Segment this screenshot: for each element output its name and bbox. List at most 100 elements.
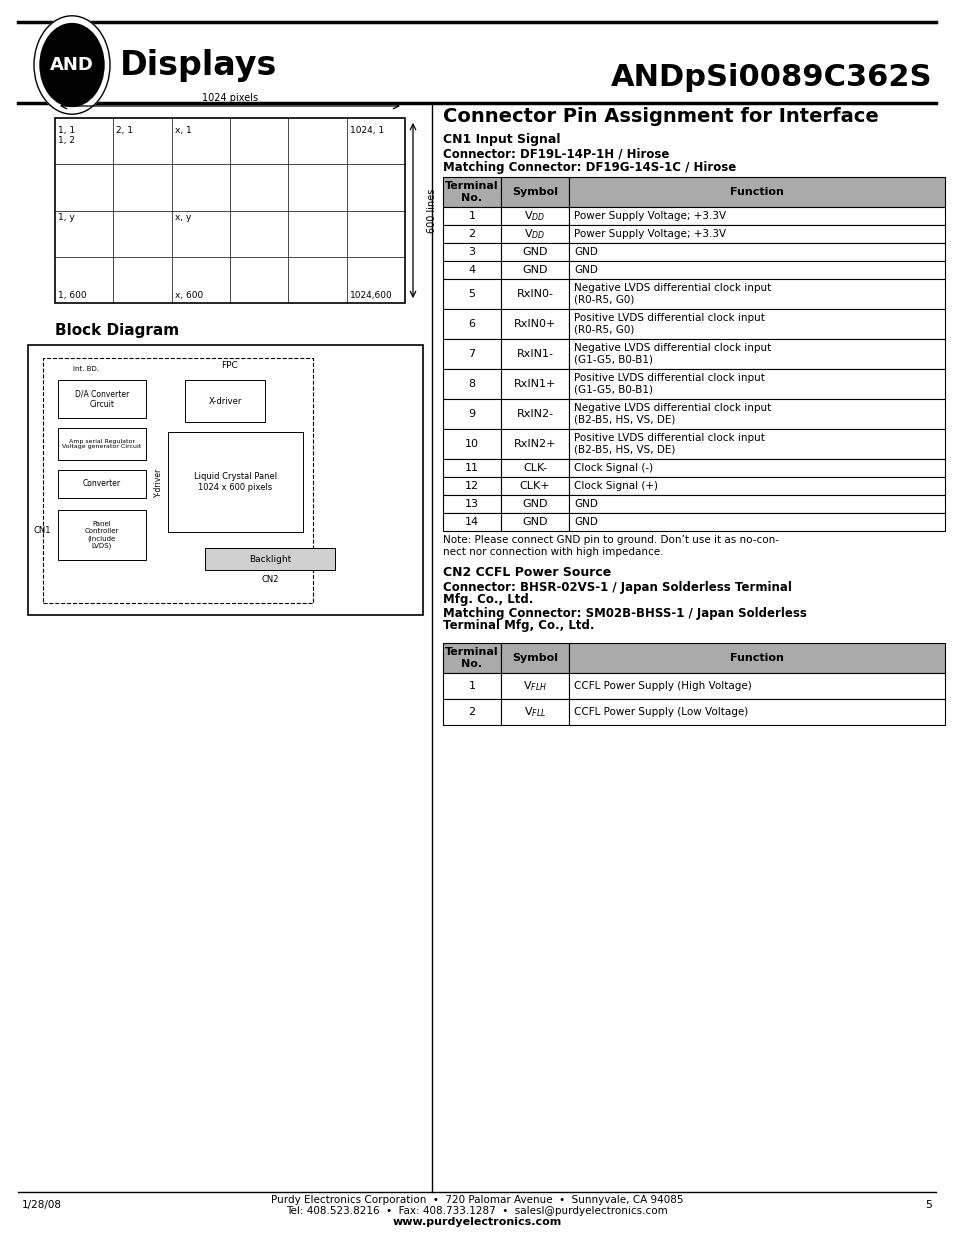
Text: Panel
Controller
(Include
LVDS): Panel Controller (Include LVDS) (85, 521, 119, 550)
FancyBboxPatch shape (568, 513, 944, 531)
FancyBboxPatch shape (568, 477, 944, 495)
Text: AND: AND (50, 56, 93, 74)
FancyBboxPatch shape (500, 261, 568, 279)
Text: CLK+: CLK+ (519, 480, 550, 492)
FancyBboxPatch shape (442, 207, 500, 225)
Text: GND: GND (574, 266, 598, 275)
Text: GND: GND (574, 499, 598, 509)
Text: 1: 1 (468, 211, 475, 221)
Text: Negative LVDS differential clock input
(B2-B5, HS, VS, DE): Negative LVDS differential clock input (… (574, 403, 770, 425)
Text: 3: 3 (468, 247, 475, 257)
FancyBboxPatch shape (442, 279, 500, 309)
FancyBboxPatch shape (442, 699, 500, 725)
FancyBboxPatch shape (500, 243, 568, 261)
Text: Terminal
No.: Terminal No. (445, 647, 498, 669)
Text: Amp serial Regulator
Voltage generator Circuit: Amp serial Regulator Voltage generator C… (62, 438, 141, 450)
Text: Purdy Electronics Corporation  •  720 Palomar Avenue  •  Sunnyvale, CA 94085: Purdy Electronics Corporation • 720 Palo… (271, 1195, 682, 1205)
FancyBboxPatch shape (568, 699, 944, 725)
Text: Tel: 408.523.8216  •  Fax: 408.733.1287  •  salesl@purdyelectronics.com: Tel: 408.523.8216 • Fax: 408.733.1287 • … (286, 1207, 667, 1216)
FancyBboxPatch shape (500, 399, 568, 429)
Text: 5: 5 (924, 1200, 931, 1210)
FancyBboxPatch shape (500, 207, 568, 225)
Text: 1/28/08: 1/28/08 (22, 1200, 62, 1210)
Text: GND: GND (521, 266, 547, 275)
FancyBboxPatch shape (442, 429, 500, 459)
Text: x, 1: x, 1 (174, 126, 192, 135)
Text: ANDpSi0089C362S: ANDpSi0089C362S (610, 63, 931, 93)
Text: Function: Function (729, 186, 783, 198)
Text: Int. BD.: Int. BD. (73, 366, 99, 372)
FancyBboxPatch shape (442, 643, 500, 673)
FancyBboxPatch shape (500, 429, 568, 459)
FancyBboxPatch shape (442, 495, 500, 513)
FancyBboxPatch shape (168, 432, 303, 532)
FancyBboxPatch shape (568, 177, 944, 207)
Text: 7: 7 (468, 350, 475, 359)
FancyBboxPatch shape (43, 358, 313, 603)
FancyBboxPatch shape (185, 380, 265, 422)
FancyBboxPatch shape (442, 261, 500, 279)
FancyBboxPatch shape (58, 429, 146, 459)
FancyBboxPatch shape (568, 429, 944, 459)
Text: Backlight: Backlight (249, 555, 291, 563)
Text: V$_{DD}$: V$_{DD}$ (524, 227, 545, 241)
Text: Negative LVDS differential clock input
(R0-R5, G0): Negative LVDS differential clock input (… (574, 283, 770, 305)
FancyBboxPatch shape (442, 459, 500, 477)
Text: GND: GND (574, 517, 598, 527)
Text: 12: 12 (464, 480, 478, 492)
Text: 10: 10 (464, 438, 478, 450)
Text: 4: 4 (468, 266, 475, 275)
FancyBboxPatch shape (500, 477, 568, 495)
Text: D/A Converter
Circuit: D/A Converter Circuit (74, 389, 129, 409)
FancyBboxPatch shape (500, 513, 568, 531)
Text: Mfg. Co., Ltd.: Mfg. Co., Ltd. (442, 594, 533, 606)
Text: 13: 13 (464, 499, 478, 509)
FancyBboxPatch shape (568, 643, 944, 673)
Text: 600 lines: 600 lines (427, 188, 436, 232)
Text: 2, 1: 2, 1 (116, 126, 133, 135)
FancyBboxPatch shape (568, 459, 944, 477)
Text: Connector: DF19L-14P-1H / Hirose: Connector: DF19L-14P-1H / Hirose (442, 147, 669, 161)
Text: Note: Please connect GND pin to ground. Don’t use it as no-con-
nect nor connect: Note: Please connect GND pin to ground. … (442, 535, 779, 557)
Text: GND: GND (521, 499, 547, 509)
FancyBboxPatch shape (442, 477, 500, 495)
FancyBboxPatch shape (500, 643, 568, 673)
Text: Power Supply Voltage; +3.3V: Power Supply Voltage; +3.3V (574, 228, 725, 240)
FancyBboxPatch shape (568, 261, 944, 279)
Text: V$_{DD}$: V$_{DD}$ (524, 209, 545, 222)
Text: RxIN1+: RxIN1+ (514, 379, 556, 389)
Text: Symbol: Symbol (512, 186, 558, 198)
FancyBboxPatch shape (442, 399, 500, 429)
Text: V$_{FLL}$: V$_{FLL}$ (523, 705, 546, 719)
FancyBboxPatch shape (500, 279, 568, 309)
Text: CN2 CCFL Power Source: CN2 CCFL Power Source (442, 567, 611, 579)
FancyBboxPatch shape (58, 510, 146, 559)
FancyBboxPatch shape (500, 309, 568, 338)
Text: Terminal
No.: Terminal No. (445, 182, 498, 203)
Text: GND: GND (574, 247, 598, 257)
FancyBboxPatch shape (442, 177, 500, 207)
Text: Y-driver: Y-driver (153, 467, 162, 496)
Text: RxIN0-: RxIN0- (516, 289, 553, 299)
Text: GND: GND (521, 517, 547, 527)
Text: 1024 pixels: 1024 pixels (202, 93, 258, 103)
Text: Clock Signal (-): Clock Signal (-) (574, 463, 653, 473)
FancyBboxPatch shape (568, 207, 944, 225)
Text: CLK-: CLK- (522, 463, 546, 473)
Text: CN1 Input Signal: CN1 Input Signal (442, 133, 560, 147)
Text: RxIN0+: RxIN0+ (514, 319, 556, 329)
Text: CN2: CN2 (261, 576, 278, 584)
Text: Negative LVDS differential clock input
(G1-G5, B0-B1): Negative LVDS differential clock input (… (574, 343, 770, 364)
Text: Positive LVDS differential clock input
(G1-G5, B0-B1): Positive LVDS differential clock input (… (574, 373, 764, 395)
FancyBboxPatch shape (568, 243, 944, 261)
Text: Connector: BHSR-02VS-1 / Japan Solderless Terminal: Connector: BHSR-02VS-1 / Japan Solderles… (442, 580, 791, 594)
FancyBboxPatch shape (568, 673, 944, 699)
Circle shape (40, 23, 104, 106)
FancyBboxPatch shape (28, 345, 422, 615)
Text: RxIN1-: RxIN1- (516, 350, 553, 359)
FancyBboxPatch shape (205, 548, 335, 571)
FancyBboxPatch shape (442, 673, 500, 699)
FancyBboxPatch shape (442, 309, 500, 338)
FancyBboxPatch shape (568, 225, 944, 243)
Text: 1024, 1: 1024, 1 (350, 126, 383, 135)
